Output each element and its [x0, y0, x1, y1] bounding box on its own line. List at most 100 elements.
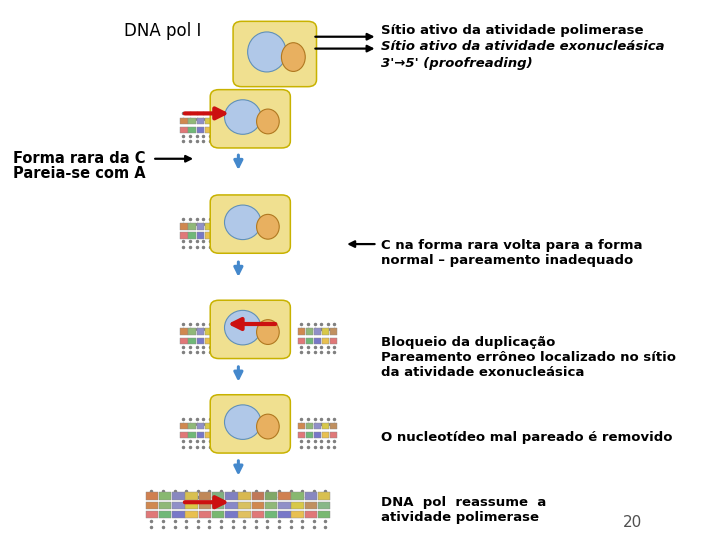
Bar	[180, 118, 188, 124]
Bar	[230, 223, 238, 230]
Bar	[230, 118, 238, 124]
Bar	[145, 511, 158, 518]
Bar	[197, 432, 204, 438]
Text: atividade polimerase: atividade polimerase	[381, 511, 539, 524]
Bar	[189, 432, 196, 438]
Bar	[305, 502, 318, 509]
Bar	[205, 118, 212, 124]
Bar	[159, 492, 171, 500]
Bar	[186, 502, 198, 509]
Text: 3'→5' (proofreading): 3'→5' (proofreading)	[381, 57, 532, 70]
Bar	[213, 432, 221, 438]
Bar	[213, 118, 221, 124]
Bar	[238, 127, 246, 133]
Text: normal – pareamento inadequado: normal – pareamento inadequado	[381, 254, 633, 267]
Bar	[189, 328, 196, 335]
Bar	[238, 328, 246, 335]
Bar	[298, 338, 305, 344]
Bar	[230, 127, 238, 133]
Bar	[180, 432, 188, 438]
Bar	[278, 492, 291, 500]
FancyBboxPatch shape	[210, 90, 290, 148]
Bar	[238, 423, 246, 429]
Bar	[238, 118, 246, 124]
Bar	[238, 223, 246, 230]
Bar	[306, 338, 313, 344]
FancyBboxPatch shape	[210, 195, 290, 253]
Bar	[180, 328, 188, 335]
Bar	[322, 432, 329, 438]
Bar	[298, 432, 305, 438]
FancyBboxPatch shape	[233, 22, 317, 86]
Text: O nucleotídeo mal pareado é removido: O nucleotídeo mal pareado é removido	[381, 431, 672, 444]
Bar	[189, 223, 196, 230]
Bar	[199, 502, 211, 509]
Bar	[222, 432, 229, 438]
Bar	[222, 127, 229, 133]
Bar	[278, 502, 291, 509]
Text: Pareamento errôneo localizado no sítio: Pareamento errôneo localizado no sítio	[381, 351, 676, 364]
Bar	[205, 338, 212, 344]
Bar	[251, 492, 264, 500]
Bar	[205, 423, 212, 429]
Bar	[222, 223, 229, 230]
Text: 20: 20	[623, 515, 642, 530]
Bar	[212, 511, 225, 518]
Bar	[265, 502, 277, 509]
Bar	[298, 328, 305, 335]
Ellipse shape	[225, 100, 261, 134]
Bar	[189, 423, 196, 429]
Bar	[230, 423, 238, 429]
Text: Sítio ativo da atividade exonucleásica: Sítio ativo da atividade exonucleásica	[381, 40, 665, 53]
Bar	[222, 232, 229, 239]
Bar	[230, 432, 238, 438]
Bar	[238, 511, 251, 518]
Bar	[225, 502, 238, 509]
Text: Pareia-se com A: Pareia-se com A	[13, 166, 146, 181]
Bar	[197, 232, 204, 239]
Bar	[212, 502, 225, 509]
Bar	[330, 328, 337, 335]
Ellipse shape	[256, 109, 279, 134]
Bar	[265, 511, 277, 518]
Ellipse shape	[282, 43, 305, 71]
Bar	[172, 492, 185, 500]
Bar	[330, 338, 337, 344]
Bar	[330, 423, 337, 429]
Bar	[186, 511, 198, 518]
Bar	[197, 423, 204, 429]
Bar	[314, 338, 321, 344]
Bar	[205, 127, 212, 133]
Bar	[205, 432, 212, 438]
Bar	[213, 127, 221, 133]
Bar	[322, 338, 329, 344]
Text: DNA pol I: DNA pol I	[124, 22, 201, 39]
Bar	[172, 511, 185, 518]
Bar	[238, 432, 246, 438]
Bar	[197, 223, 204, 230]
Bar	[222, 118, 229, 124]
Ellipse shape	[256, 320, 279, 345]
Bar	[251, 511, 264, 518]
Bar	[205, 223, 212, 230]
Bar	[298, 423, 305, 429]
Ellipse shape	[225, 205, 261, 240]
Bar	[292, 502, 304, 509]
Bar	[314, 432, 321, 438]
Bar	[306, 432, 313, 438]
Bar	[199, 492, 211, 500]
Bar	[278, 511, 291, 518]
Bar	[186, 492, 198, 500]
Bar	[306, 423, 313, 429]
Bar	[230, 232, 238, 239]
Bar	[205, 232, 212, 239]
FancyBboxPatch shape	[210, 300, 290, 359]
Ellipse shape	[256, 214, 279, 239]
Bar	[322, 423, 329, 429]
Text: DNA  pol  reassume  a: DNA pol reassume a	[381, 496, 546, 509]
Bar	[189, 232, 196, 239]
Bar	[180, 223, 188, 230]
Bar	[292, 492, 304, 500]
Bar	[197, 127, 204, 133]
Bar	[199, 511, 211, 518]
